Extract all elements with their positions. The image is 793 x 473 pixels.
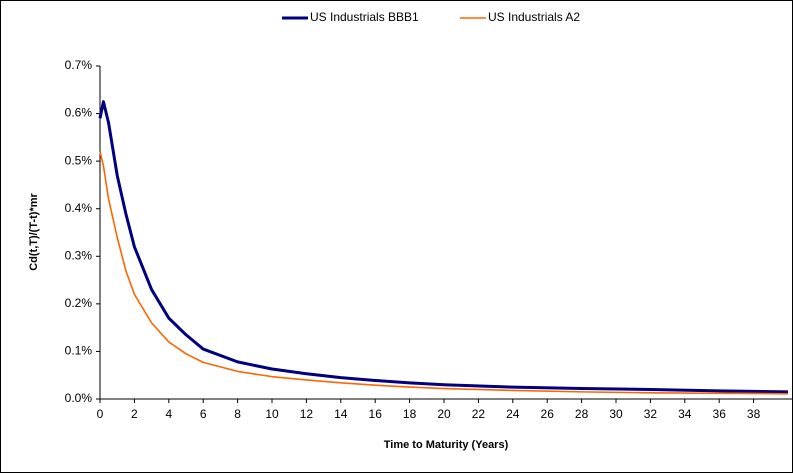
- x-tick-label: 12: [300, 407, 314, 421]
- x-axis-title: Time to Maturity (Years): [384, 439, 509, 451]
- y-tick-label: 0.6%: [65, 106, 93, 120]
- y-tick-label: 0.0%: [65, 391, 93, 405]
- y-tick-label: 0.4%: [65, 201, 93, 215]
- x-tick-label: 20: [437, 407, 451, 421]
- x-tick-label: 14: [334, 407, 348, 421]
- x-tick-label: 6: [200, 407, 207, 421]
- y-tick-label: 0.3%: [65, 248, 93, 262]
- y-axis-title: Cd(t,T)/(T-t)*mr: [28, 192, 40, 270]
- x-tick-label: 10: [265, 407, 279, 421]
- x-tick-label: 36: [713, 407, 727, 421]
- x-tick-label: 22: [472, 407, 486, 421]
- x-tick-label: 2: [131, 407, 138, 421]
- x-tick-label: 0: [97, 407, 104, 421]
- legend-label: US Industrials A2: [488, 10, 580, 24]
- x-tick-label: 34: [678, 407, 692, 421]
- x-tick-label: 24: [506, 407, 520, 421]
- y-tick-label: 0.1%: [65, 344, 93, 358]
- legend-label: US Industrials BBB1: [310, 10, 419, 24]
- x-tick-label: 26: [541, 407, 555, 421]
- x-tick-label: 16: [369, 407, 383, 421]
- x-tick-label: 4: [165, 407, 172, 421]
- series-line: [99, 151, 789, 395]
- x-tick-label: 32: [644, 407, 658, 421]
- y-tick-label: 0.5%: [65, 153, 93, 167]
- x-tick-label: 38: [747, 407, 761, 421]
- series-line: [98, 100, 789, 394]
- x-tick-label: 28: [575, 407, 589, 421]
- x-tick-label: 8: [234, 407, 241, 421]
- y-tick-label: 0.2%: [65, 296, 93, 310]
- x-tick-label: 18: [403, 407, 417, 421]
- y-tick-label: 0.7%: [65, 58, 93, 72]
- x-tick-label: 30: [609, 407, 623, 421]
